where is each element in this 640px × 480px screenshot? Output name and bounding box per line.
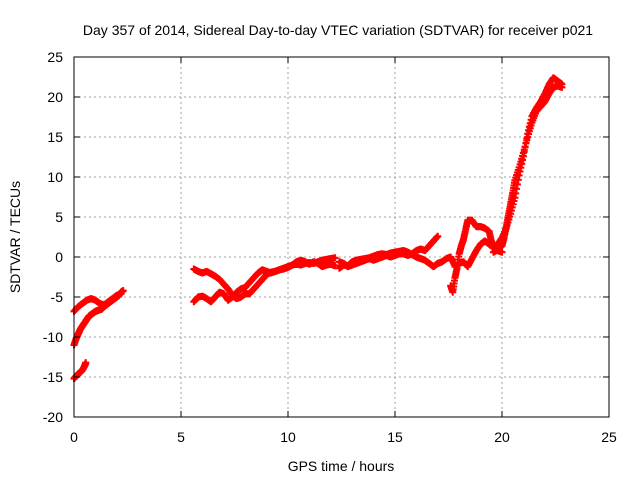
y-tick-label: 25 [47, 49, 63, 65]
series-arc-c [70, 359, 90, 383]
x-tick-label: 15 [387, 429, 403, 445]
y-tick-label: 20 [47, 89, 63, 105]
y-tick-labels: -20 -15 -10 -5 0 5 10 15 20 25 [43, 49, 63, 425]
y-tick-label: 15 [47, 129, 63, 145]
axis-ticks [73, 56, 610, 418]
data-point [82, 359, 90, 367]
y-tick-label: 5 [55, 209, 63, 225]
data-point [331, 254, 339, 262]
x-tick-label: 20 [494, 429, 510, 445]
data-point [331, 262, 339, 270]
data-point [558, 83, 566, 91]
series-arc-b [70, 287, 127, 349]
y-axis-label: SDTVAR / TECUs [7, 181, 23, 293]
grid [74, 57, 609, 417]
y-tick-label: 10 [47, 169, 63, 185]
series-arc-e [190, 256, 339, 303]
data-marks [70, 74, 566, 383]
x-axis-label: GPS time / hours [288, 458, 395, 474]
x-tick-labels: 0 5 10 15 20 25 [70, 429, 617, 445]
series-arc-i [489, 82, 566, 256]
chart-title: Day 357 of 2014, Sidereal Day-to-day VTE… [83, 22, 593, 38]
y-tick-label: -15 [43, 369, 63, 385]
y-tick-label: -10 [43, 329, 63, 345]
x-tick-label: 10 [280, 429, 296, 445]
y-tick-label: -20 [43, 409, 63, 425]
plot-frame [73, 56, 610, 418]
x-tick-label: 5 [177, 429, 185, 445]
y-tick-label: 0 [55, 249, 63, 265]
x-tick-label: 0 [70, 429, 78, 445]
data-point [119, 287, 127, 295]
series-arc-g [335, 237, 506, 272]
data-point [434, 232, 442, 240]
x-tick-label: 25 [601, 429, 617, 445]
y-tick-label: -5 [51, 289, 64, 305]
